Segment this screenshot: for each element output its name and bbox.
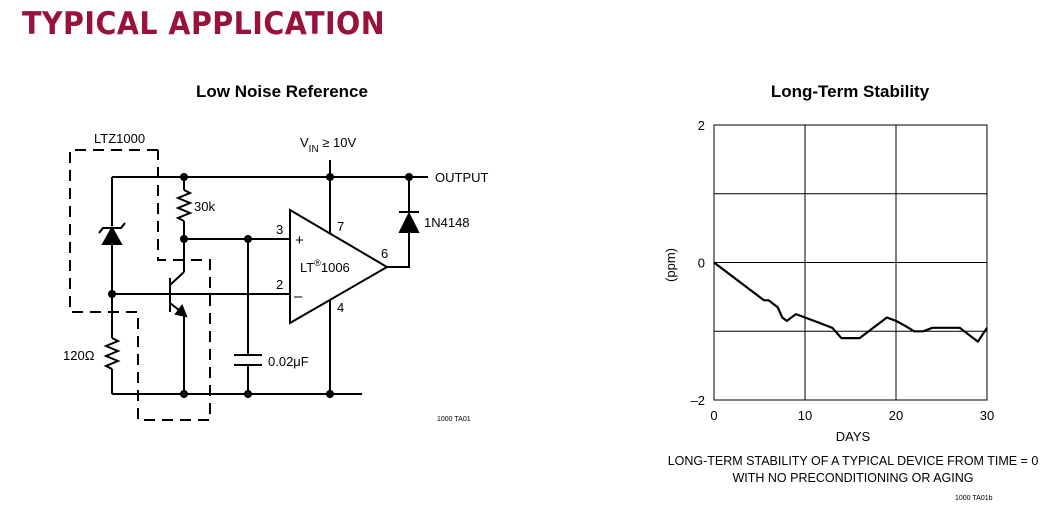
ltz-label: LTZ1000	[94, 131, 145, 146]
pin2-label: 2	[276, 277, 283, 292]
schematic	[69, 149, 428, 421]
x-tick-label: 20	[889, 408, 903, 423]
zener-diode	[101, 225, 123, 245]
chart-caption-line1: LONG-TERM STABILITY OF A TYPICAL DEVICE …	[668, 454, 1039, 468]
opamp-label: LT®1006	[300, 258, 350, 275]
x-axis-label: DAYS	[836, 429, 871, 444]
pin7-label: 7	[337, 219, 344, 234]
stability-chart: 0 10 20 30 20–2 DAYS (ppm) LONG-TERM STABIL…	[663, 118, 1038, 502]
r2-label: 120Ω	[63, 348, 95, 363]
x-tick-label: 0	[710, 408, 717, 423]
opamp-minus: –	[294, 288, 303, 305]
diode-1n4148	[398, 211, 420, 233]
junction-dot	[244, 235, 252, 243]
zener-bar	[98, 222, 126, 234]
transistor-collector	[169, 271, 185, 286]
schematic-title: Low Noise Reference	[196, 82, 368, 101]
chart-title: Long-Term Stability	[770, 82, 930, 101]
x-tick-label: 30	[980, 408, 994, 423]
junction-dot	[326, 173, 334, 181]
pin3-label: 3	[276, 222, 283, 237]
ltz1000-outline	[69, 149, 211, 421]
junction-dot	[244, 390, 252, 398]
resistor-30k	[175, 189, 193, 222]
cap-label: 0.02μF	[268, 354, 309, 369]
x-tick-labels: 0 10 20 30	[710, 408, 994, 423]
junction-dot	[180, 390, 188, 398]
section-title: TYPICAL APPLICATION	[22, 6, 386, 42]
y-tick-label: –2	[691, 393, 705, 408]
opamp-triangle	[289, 208, 389, 325]
x-tick-label: 10	[798, 408, 812, 423]
output-label: OUTPUT	[435, 170, 489, 185]
junction-dot	[326, 390, 334, 398]
pin6-label: 6	[381, 246, 388, 261]
series-line	[713, 261, 988, 343]
resistor-120ohm	[103, 337, 121, 370]
transistor-emitter-arrow	[174, 303, 188, 318]
pin4-label: 4	[337, 300, 344, 315]
y-axis-label: (ppm)	[663, 248, 678, 282]
junction-dot	[108, 290, 116, 298]
chart-caption-line2: WITH NO PRECONDITIONING OR AGING	[733, 471, 974, 485]
schematic-labels: LTZ1000 VIN ≥ 10V OUTPUT 30k 120Ω 0.02μF…	[63, 131, 489, 423]
junction-dot	[180, 173, 188, 181]
y-tick-labels: 2 0 –2	[691, 118, 705, 408]
schematic-code: 1000 TA01	[437, 416, 471, 423]
chart-code: 1000 TA01b	[955, 495, 993, 502]
y-tick-label: 2	[698, 118, 705, 133]
opamp-output-wire	[387, 232, 410, 268]
r1-label: 30k	[194, 199, 215, 214]
vin-label: VIN ≥ 10V	[300, 135, 356, 155]
opamp-plus: +	[295, 232, 304, 249]
junction-dot	[405, 173, 413, 181]
junction-dots	[108, 173, 413, 398]
diode-label: 1N4148	[424, 215, 470, 230]
junction-dot	[180, 235, 188, 243]
chart-grid	[714, 125, 987, 400]
y-tick-label: 0	[698, 256, 705, 271]
